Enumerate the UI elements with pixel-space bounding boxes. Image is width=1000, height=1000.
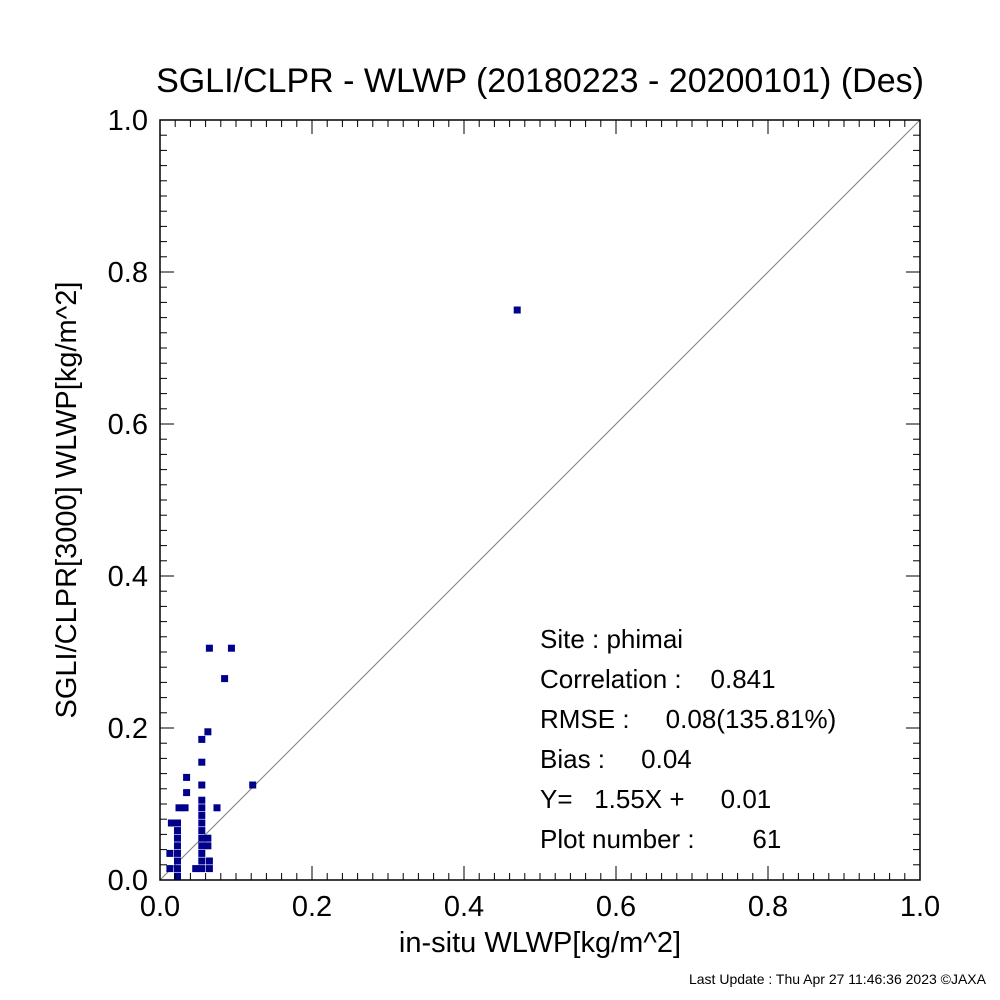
y-tick-label: 0.6 xyxy=(108,409,148,441)
x-tick-label: 0.0 xyxy=(140,891,180,923)
x-axis-label: in-situ WLWP[kg/m^2] xyxy=(399,927,681,959)
footer-last-update: Last Update : Thu Apr 27 11:46:36 2023 ©… xyxy=(689,971,987,987)
stat-site: Site : phimai xyxy=(540,624,683,654)
chart-title: SGLI/CLPR - WLWP (20180223 - 20200101) (… xyxy=(156,62,924,100)
reference-line-layer xyxy=(159,119,921,881)
data-point xyxy=(513,306,521,314)
data-point xyxy=(205,644,213,652)
data-point xyxy=(183,789,191,797)
data-point xyxy=(166,865,174,873)
data-point xyxy=(181,804,189,812)
plot-frame xyxy=(159,119,921,881)
data-point xyxy=(198,849,206,857)
x-tick-label: 1.0 xyxy=(900,891,940,923)
y-tick-label: 1.0 xyxy=(108,105,148,137)
y-tick-label: 0.2 xyxy=(108,713,148,745)
one-to-one-line xyxy=(159,119,921,881)
data-point xyxy=(166,849,174,857)
data-point xyxy=(249,781,257,789)
stats-box: Site : phimai Correlation : 0.841 RMSE :… xyxy=(540,624,836,854)
data-point xyxy=(204,834,212,842)
y-tick-label: 0.4 xyxy=(108,561,148,593)
y-axis-label: SGLI/CLPR[3000] WLWP[kg/m^2] xyxy=(51,282,83,719)
data-point xyxy=(213,804,221,812)
data-point xyxy=(198,827,206,835)
data-point xyxy=(192,865,200,873)
stat-bias: Bias : 0.04 xyxy=(540,744,692,774)
data-point xyxy=(221,675,229,683)
data-point xyxy=(173,857,181,865)
y-tick-labels: 0.0 0.2 0.4 0.6 0.8 1.0 xyxy=(108,105,148,897)
stat-regression: Y= 1.55X + 0.01 xyxy=(540,784,771,814)
data-point xyxy=(198,857,206,865)
data-point xyxy=(198,865,206,873)
data-point xyxy=(205,857,213,865)
data-point xyxy=(205,865,213,873)
data-point xyxy=(198,819,206,827)
data-point xyxy=(198,804,206,812)
data-point xyxy=(227,644,235,652)
data-point xyxy=(198,758,206,766)
x-tick-labels: 0.0 0.2 0.4 0.6 0.8 1.0 xyxy=(140,891,940,923)
x-tick-label: 0.4 xyxy=(444,891,484,923)
y-tick-label: 0.8 xyxy=(108,257,148,289)
data-point xyxy=(198,796,206,804)
data-point xyxy=(173,819,181,827)
data-point xyxy=(183,773,191,781)
data-point xyxy=(173,827,181,835)
ticks-layer xyxy=(159,119,921,881)
data-point xyxy=(173,872,181,880)
data-point xyxy=(167,819,175,827)
x-tick-label: 0.2 xyxy=(292,891,332,923)
y-tick-label: 0.0 xyxy=(108,865,148,897)
data-point xyxy=(204,728,212,736)
data-point xyxy=(198,842,206,850)
points-layer xyxy=(166,306,521,880)
data-point xyxy=(173,842,181,850)
x-tick-label: 0.6 xyxy=(596,891,636,923)
x-tick-label: 0.8 xyxy=(748,891,788,923)
data-point xyxy=(198,781,206,789)
data-point xyxy=(198,735,206,743)
data-point xyxy=(173,865,181,873)
stat-plot-number: Plot number : 61 xyxy=(540,824,781,854)
data-point xyxy=(173,834,181,842)
stat-correlation: Correlation : 0.841 xyxy=(540,664,776,694)
data-point xyxy=(204,842,212,850)
data-point xyxy=(198,811,206,819)
stat-rmse: RMSE : 0.08(135.81%) xyxy=(540,704,836,734)
data-point xyxy=(173,849,181,857)
data-point xyxy=(198,834,206,842)
data-point xyxy=(175,804,183,812)
